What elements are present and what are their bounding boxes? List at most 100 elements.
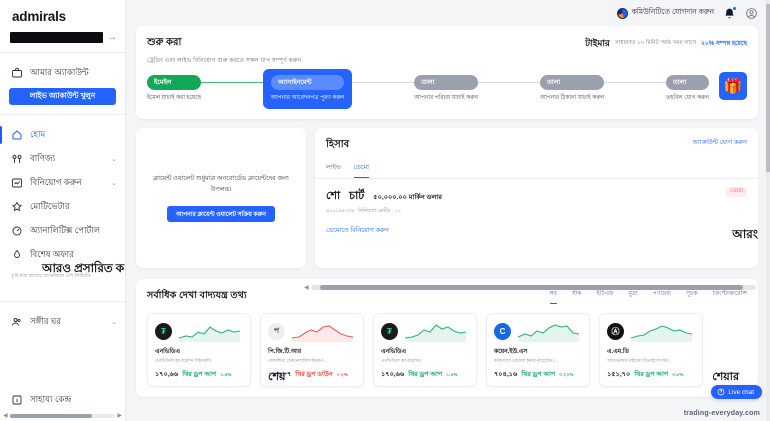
sidebar-item-motivator[interactable]: মোটিভেটার <box>0 195 125 219</box>
invest-in-demo-link[interactable]: ডেমোতে বিনিয়োগ করুন <box>326 227 389 235</box>
tab-demo[interactable]: ডেমো <box>353 162 369 179</box>
tab-crypto[interactable]: ক্রিপ্টোকারেন্সি <box>712 291 747 298</box>
instrument-description: অ্যাডভান্সড মাইক্রো ডিভাইসেস ইন... <box>607 358 672 364</box>
step-pill: তালা <box>539 75 605 90</box>
sidebar-item-special-offer[interactable]: বিশেষ অফার <box>0 243 125 267</box>
account-primary-line: শো চার্ট ৫০,০০০.০০ মার্কিন ডলার <box>326 187 747 206</box>
live-chat-button[interactable]: Live chat <box>711 385 762 399</box>
instrument-price-row: ১৫১,৭০ থির ড্রপ আপ ০.৮% <box>607 368 695 380</box>
sidebar-item-home[interactable]: হোম <box>0 123 125 147</box>
onboarding-step-email[interactable]: ইমেইল ইমেল যাচাই করা হয়েছে <box>147 75 202 102</box>
chevron-down-icon: ⌄ <box>111 156 117 163</box>
instrument-tile[interactable]: ₮ এনভিডিএ এনভিডিয়া কর্পোরেশনঃ ১৭০,৬৬ থির ড্… <box>373 313 477 388</box>
instrument-name: এ.এম.ডি <box>607 349 629 356</box>
sparkline-chart <box>178 326 241 342</box>
account-row[interactable]: শো চার্ট ৫০,০০০.০০ মার্কিন ডলার ৪০০১৮৪০৭… <box>315 179 758 236</box>
sidebar-item-partner-room[interactable]: সঙ্গীর ঘর ⌄ <box>0 310 125 334</box>
join-community-button[interactable]: কমিউনিটিতে যোগদান করুন <box>616 7 714 19</box>
accounts-separator <box>315 178 758 180</box>
step-description: আপনার পরিচয় যাচাই করুন <box>414 95 479 101</box>
tab-indices[interactable]: সূচক <box>686 291 698 298</box>
instrument-change-percent: ০.২১% <box>559 372 574 378</box>
onboarding-subtitle: ট্রেডিং এবং লাইভ বিনিয়োগ শুরু করতে সকল ধ… <box>147 57 302 64</box>
instrument-direction: থির ড্রপ ডাউন <box>295 371 333 379</box>
legal-text: তুমি দ্বারা কাজের অ্যাডমিরাল এসি লিমিটেড <box>11 273 91 278</box>
tab-live[interactable]: লাইভ <box>326 164 341 172</box>
tab-commodities[interactable]: পণ্যদ্রব্য <box>652 291 672 298</box>
scroll-left-icon[interactable]: ◀ <box>3 412 8 419</box>
instrument-price: ১৫১,৭০ <box>607 371 631 379</box>
instrument-tile[interactable]: C কয়েন.ইউ.এস কয়েনবেস গ্লোবাল ইনকর্পোরেটেড … <box>486 313 590 388</box>
page-vertical-scrollbar[interactable] <box>766 0 770 421</box>
tab-currency[interactable]: মুদ্রা <box>628 291 638 298</box>
onboarding-step-assignment[interactable]: অ্যাসাইনমেন্ট আপনার আবেদনপত্র পূরণ করুন <box>262 69 353 110</box>
sidebar-item-label: বিনিয়োগ করুন <box>30 177 82 187</box>
avatar-icon[interactable] <box>745 7 758 20</box>
step-description: ইমেল যাচাই করা হয়েছে <box>147 95 202 101</box>
scrollbar-track[interactable] <box>9 413 116 418</box>
progress-text: ২০% সম্পন্ন হয়েছে <box>701 41 747 47</box>
accounts-card: হিসাব অ্যাকাউন্ট যোগ করুন লাইভ ডেমো শো চ… <box>315 128 758 269</box>
sidebar-item-label: অ্যানালিটিক্স পোর্টাল <box>30 225 101 235</box>
scroll-right-icon[interactable]: ▶ <box>117 412 122 419</box>
sidebar-item-invest[interactable]: বিনিয়োগ করুন ⌄ <box>0 171 125 195</box>
instrument-change-percent: ১.৫% <box>446 372 458 378</box>
chevron-down-icon: ⌄ <box>111 180 117 187</box>
step-pill: তালা <box>414 75 479 90</box>
onboarding-step-address[interactable]: তালা আপনার ঠিকানা যাচাই করুন <box>539 75 605 102</box>
tab-all[interactable]: সব <box>549 288 557 305</box>
sidebar-item-label: বিশেষ অফার <box>30 249 74 259</box>
instrument-direction: থির ড্রপ আপ <box>408 371 443 379</box>
instrument-logo-icon: C <box>494 322 511 340</box>
open-live-account-button[interactable]: লাইভ অ্যাকাউন্ট খুলুন <box>9 88 116 105</box>
sidebar-divider-2 <box>0 114 125 115</box>
instrument-price: ১৭০,৬৬ <box>381 371 405 379</box>
account-switcher[interactable]: → <box>0 32 125 43</box>
scrollbar-thumb[interactable] <box>9 413 93 418</box>
add-account-link[interactable]: অ্যাকাউন্ট যোগ করুন <box>692 139 747 147</box>
home-icon <box>11 129 23 141</box>
notifications-button[interactable] <box>723 5 737 20</box>
account-name-part1: শো <box>326 190 341 203</box>
sidebar-item-label: সঙ্গীর ঘর <box>30 316 61 326</box>
instrument-price: ৭০৪,১৬ <box>494 371 518 379</box>
accounts-horizontal-scrollbar[interactable]: ◀ <box>304 283 756 291</box>
onboarding-step-deposit[interactable]: তালা তহবিল যোগ করুন <box>666 75 709 102</box>
sidebar-item-label: আমার অ্যাকাউন্ট <box>30 67 89 77</box>
step-pill: তালা <box>666 75 709 90</box>
tab-stocks[interactable]: স্টক <box>571 291 582 298</box>
scrollbar-thumb[interactable] <box>766 4 770 173</box>
sidebar-item-help-center[interactable]: সাহায্য কেন্দ্র <box>0 388 125 421</box>
notification-badge-dot <box>732 5 737 11</box>
instrument-tile[interactable]: Ⓐ এ.এম.ডি অ্যাডভান্সড মাইক্রো ডিভাইসেস ইন.… <box>599 313 703 388</box>
instrument-direction: থির ড্রপ আপ <box>634 371 669 379</box>
step-connector <box>478 82 540 83</box>
gift-icon[interactable]: 🎁 <box>719 72 747 100</box>
content-scroll-area: শুরু করা ট্রেডিং এবং লাইভ বিনিয়োগ শুরু ক… <box>126 26 770 398</box>
scroll-left-icon[interactable]: ◀ <box>304 284 309 291</box>
instrument-tile[interactable]: ₮ এনভিডিএ এনভিডিয়া কর্পোরেশন সিইনফডি ১৭০,৬… <box>147 313 251 388</box>
sidebar-item-analytics-portal[interactable]: অ্যানালিটিক্স পোর্টাল <box>0 219 125 243</box>
partners-icon <box>11 316 23 328</box>
info-icon <box>11 394 23 406</box>
sidebar-horizontal-scrollbar[interactable]: ◀ ▶ <box>0 412 125 419</box>
instruments-tabs: সব স্টক ইটিএফ মুদ্রা পণ্যদ্রব্য সূচক ক্র… <box>549 288 747 305</box>
activate-client-wallet-button[interactable]: আপনার ক্লায়েন্ট ওযালেট সক্রিয় করুন <box>167 206 275 223</box>
scrollbar-thumb[interactable] <box>319 284 743 290</box>
onboarding-step-identity[interactable]: তালা আপনার পরিচয় যাচাই করুন <box>414 75 479 102</box>
top-bar: কমিউনিটিতে যোগদান করুন <box>126 0 770 26</box>
step-description: আপনার ঠিকানা যাচাই করুন <box>539 95 605 101</box>
question-icon <box>718 388 725 396</box>
instrument-change-percent: ০.২% <box>336 372 349 378</box>
sidebar-item-label: হোম <box>30 129 46 139</box>
accounts-tabs: লাইভ ডেমো <box>315 162 758 179</box>
tab-etf[interactable]: ইটিএফ <box>596 291 614 298</box>
instruments-title: সর্বাধিক দেখা বাদ্যযন্ত্র তথ্য <box>147 289 247 301</box>
instruments-card: সর্বাধিক দেখা বাদ্যযন্ত্র তথ্য সব স্টক ই… <box>136 279 758 398</box>
sparkline-chart <box>404 324 467 342</box>
scrollbar-track[interactable] <box>310 284 756 290</box>
sidebar-promo-overlay-text: আরও প্রসারিত ক <box>42 261 124 275</box>
sidebar-item-trade[interactable]: বাণিজ্য ⌄ <box>0 147 125 171</box>
sidebar-item-my-account[interactable]: আমার অ্যাকাউন্ট <box>0 61 125 85</box>
status-badge: ডেমো <box>726 187 747 198</box>
